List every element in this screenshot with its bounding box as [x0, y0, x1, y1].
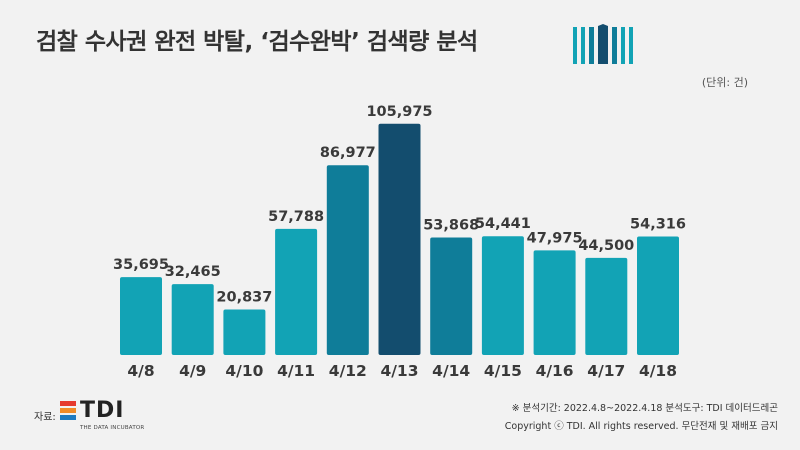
bar-4-14	[430, 237, 473, 355]
value-label: 105,975	[366, 104, 432, 120]
value-label: 20,837	[216, 290, 272, 306]
value-label: 44,500	[578, 238, 634, 254]
copyright-note: Copyright ⓒ TDI. All rights reserved. 무단…	[504, 421, 778, 432]
x-tick-label: 4/8	[127, 362, 154, 380]
value-label: 86,977	[320, 145, 376, 161]
bar-4-13	[378, 123, 421, 355]
x-tick-label: 4/11	[277, 362, 315, 380]
value-label: 32,465	[165, 264, 221, 280]
footnote: ※ 분석기간: 2022.4.8~2022.4.18 분석도구: TDI 데이터…	[505, 400, 778, 436]
x-tick-label: 4/14	[432, 362, 470, 380]
x-tick-label: 4/16	[536, 362, 574, 380]
tdi-logo-subtext: THE DATA INCUBATOR	[80, 425, 145, 431]
value-label: 35,695	[113, 257, 169, 273]
value-label: 57,788	[268, 209, 324, 225]
bar-4-15	[481, 236, 524, 355]
x-tick-label: 4/18	[639, 362, 677, 380]
bar-columns-icon	[573, 24, 633, 64]
value-label: 54,316	[630, 216, 686, 232]
analysis-period-note: ※ 분석기간: 2022.4.8~2022.4.18 분석도구: TDI 데이터…	[511, 403, 778, 414]
x-tick-label: 4/12	[329, 362, 367, 380]
x-tick-label: 4/10	[225, 362, 263, 380]
x-tick-label: 4/17	[587, 362, 625, 380]
value-label: 47,975	[527, 230, 583, 246]
bar-4-10	[223, 309, 266, 355]
x-tick-label: 4/13	[380, 362, 418, 380]
tdi-logo-icon	[60, 401, 76, 420]
page-title: 검찰 수사권 완전 박탈, ‘검수완박’ 검색량 분석	[36, 29, 478, 55]
bar-4-9	[171, 284, 214, 355]
x-tick-label: 4/15	[484, 362, 522, 380]
bar-4-16	[533, 250, 576, 355]
bar-4-12	[326, 165, 369, 355]
bar-4-17	[585, 257, 628, 355]
value-label: 53,868	[423, 217, 479, 233]
bar-4-18	[637, 236, 679, 355]
unit-label: (단위: 건)	[701, 76, 748, 89]
tdi-logo-text: TDI	[80, 398, 125, 423]
bar-4-11	[275, 228, 318, 355]
x-tick-label: 4/9	[179, 362, 206, 380]
value-label: 54,441	[475, 216, 531, 232]
bar-4-8	[120, 277, 162, 355]
source-label: 자료:	[34, 412, 56, 423]
